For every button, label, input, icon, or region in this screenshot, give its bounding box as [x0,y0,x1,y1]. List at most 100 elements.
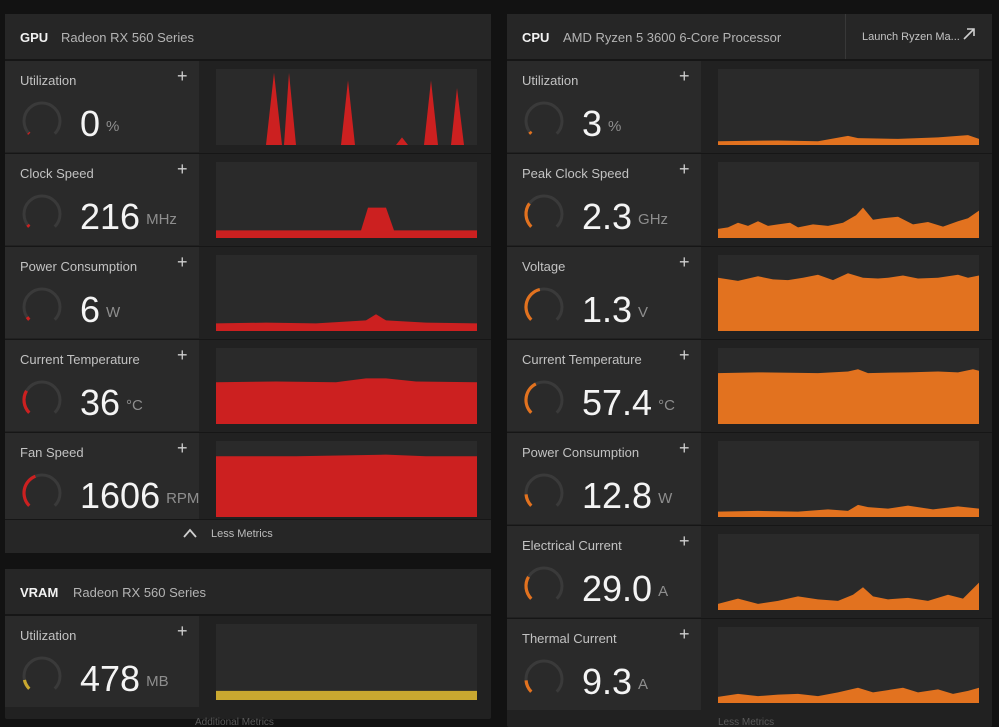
metric-unit: W [106,304,121,321]
metric-row: Current Temperature + 57.4 °C [507,339,992,432]
plus-icon[interactable]: + [679,66,690,86]
chevron-up-icon [183,528,197,538]
metric-label: Electrical Current [522,538,622,553]
metric-label: Fan Speed [20,445,84,460]
metric-row: Clock Speed + 216 MHz [5,153,491,246]
metric-sparkline-chart [718,627,979,703]
metric-label: Power Consumption [20,259,138,274]
metric-value: 2.3 [582,196,633,237]
metric-tile: Clock Speed + 216 MHz [5,154,199,245]
metric-tile: Utilization + 478 MB [5,616,199,707]
metric-unit: MHz [146,211,177,228]
metric-row: Current Temperature + 36 °C [5,339,491,432]
metric-unit: W [658,490,673,507]
gauge-icon [524,194,564,228]
metric-sparkline-chart [216,624,477,700]
metric-label: Utilization [20,628,77,643]
external-link-arrow-icon [963,28,975,40]
vram-tag: VRAM [20,585,59,600]
gpu-panel-header: GPU Radeon RX 560 Series [5,14,491,60]
metric-row: Thermal Current + 9.3 A [507,618,992,711]
metric-unit: % [106,118,120,135]
gauge-icon [524,566,564,600]
gauge-icon [22,194,62,228]
metric-tile: Utilization + 3% [507,61,701,152]
plus-icon[interactable]: + [177,252,188,272]
metric-unit: % [608,118,622,135]
metric-unit: °C [126,397,143,414]
ghost-less-metrics: Less Metrics [718,717,775,727]
metric-tile: Current Temperature + 57.4 °C [507,340,701,431]
plus-icon[interactable]: + [177,66,188,86]
cpu-tag: CPU [522,30,550,45]
metric-label: Peak Clock Speed [522,166,629,181]
gauge-icon [524,659,564,693]
gauge-icon [22,473,62,507]
metric-sparkline-chart [216,162,477,238]
gauge-icon [524,473,564,507]
metric-sparkline-chart [718,534,979,610]
gpu-tag: GPU [20,30,49,45]
gauge-icon [22,380,62,414]
cpu-name: AMD Ryzen 5 3600 6-Core Processor [563,30,782,45]
metric-row: Fan Speed + 1606 RPM [5,432,491,525]
cutoff-bottom-strip: Additional Metrics Less Metrics [0,714,999,727]
launch-ryzen-master-button[interactable]: Launch Ryzen Ma... [845,14,992,59]
plus-icon[interactable]: + [679,624,690,644]
metric-unit: A [658,583,669,600]
metric-value: 216 [80,196,141,237]
cpu-panel: CPU AMD Ryzen 5 3600 6-Core Processor La… [507,14,992,727]
metric-row: Peak Clock Speed + 2.3 GHz [507,153,992,246]
plus-icon[interactable]: + [679,345,690,365]
metric-label: Clock Speed [20,166,94,181]
metric-unit: MB [146,673,169,690]
metric-value-wrap: 478 MB [80,659,169,702]
metric-value-wrap: 216 MHz [80,197,177,240]
metric-tile: Fan Speed + 1606 RPM [5,433,199,524]
gpu-panel: GPU Radeon RX 560 Series Utilization + 0… [5,14,491,553]
plus-icon[interactable]: + [679,531,690,551]
gauge-icon [22,656,62,690]
metric-value-wrap: 2.3 GHz [582,197,668,240]
metric-unit: A [638,676,649,693]
plus-icon[interactable]: + [177,438,188,458]
metric-value-wrap: 36 °C [80,383,143,426]
metric-row: Power Consumption + 12.8 W [507,432,992,525]
metric-label: Utilization [522,73,579,88]
metric-value-wrap: 12.8 W [582,476,672,519]
metric-value-wrap: 1.3 V [582,290,648,333]
metric-sparkline-chart [718,441,979,517]
metric-value: 0 [80,103,101,144]
metric-value: 478 [80,658,141,699]
metric-tile: Utilization + 0% [5,61,199,152]
metric-sparkline-chart [718,162,979,238]
metric-sparkline-chart [216,255,477,331]
metric-sparkline-chart [216,441,477,517]
plus-icon[interactable]: + [177,621,188,641]
vram-panel-header: VRAM Radeon RX 560 Series [5,569,491,615]
metric-tile: Current Temperature + 36 °C [5,340,199,431]
ghost-additional-metrics: Additional Metrics [195,717,274,727]
metric-label: Current Temperature [522,352,642,367]
metric-value-wrap: 3% [582,104,621,147]
launch-ryzen-master-label: Launch Ryzen Ma... [862,31,960,43]
metric-tile: Electrical Current + 29.0 A [507,526,701,617]
metric-value: 9.3 [582,661,633,702]
metric-value-wrap: 1606 RPM [80,476,199,519]
plus-icon[interactable]: + [177,345,188,365]
metric-row: Utilization + 0% [5,60,491,153]
less-metrics-button[interactable]: Less Metrics [5,519,491,553]
vram-name: Radeon RX 560 Series [73,585,206,600]
plus-icon[interactable]: + [679,252,690,272]
gauge-icon [524,287,564,321]
plus-icon[interactable]: + [177,159,188,179]
metric-value-wrap: 9.3 A [582,662,648,705]
metric-tile: Thermal Current + 9.3 A [507,619,701,710]
plus-icon[interactable]: + [679,159,690,179]
metric-unit: RPM [166,490,200,507]
metric-value-wrap: 0% [80,104,119,147]
gauge-icon [22,287,62,321]
plus-icon[interactable]: + [679,438,690,458]
metric-row: Utilization + 3% [507,60,992,153]
